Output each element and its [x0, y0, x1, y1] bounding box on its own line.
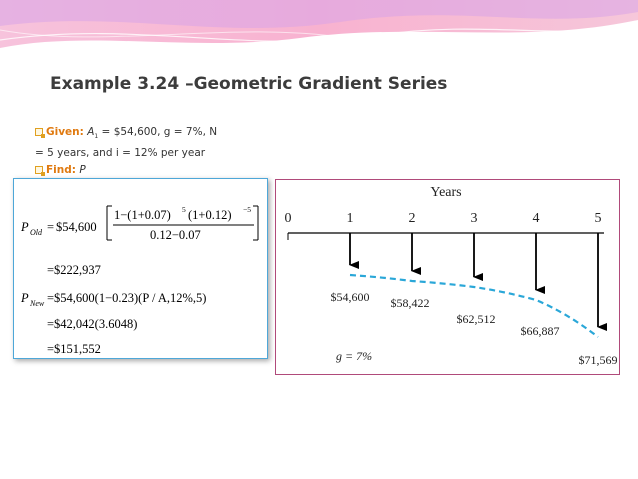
- slide-title: Example 3.24 –Geometric Gradient Series: [50, 74, 448, 94]
- numerator-exp-2: −5: [243, 205, 251, 214]
- coef: $54,600: [56, 220, 97, 234]
- result-line-old: =$222,937: [47, 263, 101, 277]
- find-value: P: [79, 164, 86, 177]
- year-label: 3: [471, 211, 478, 226]
- formula-svg: P Old = $54,600 1−(1+0.07) 5 (1+0.12) −5…: [20, 205, 259, 356]
- given-line-1: Given: A1 = $54,600, g = 7%, N: [35, 124, 275, 145]
- amount-label: $71,569: [579, 353, 618, 367]
- cash-flow-svg: Years 0 1 2 3 4 5 $54,600 $58,422 $62,512 $66,88…: [285, 185, 618, 367]
- eq-sign: =: [47, 220, 54, 234]
- p-new-label: P: [20, 291, 29, 305]
- amount-label: $54,600: [331, 290, 370, 304]
- gradient-curve: [349, 273, 599, 338]
- amount-label: $58,422: [391, 296, 430, 310]
- find-label: Find:: [46, 164, 76, 177]
- given-line-2: = 5 years, and i = 12% per year: [35, 147, 206, 160]
- numerator-exp-1: 5: [182, 205, 186, 214]
- find-line: Find: P: [35, 162, 275, 179]
- given-label: Given:: [46, 126, 84, 138]
- p-new-step: =$42,042(3.6048): [47, 317, 137, 331]
- cash-flow-diagram: Years 0 1 2 3 4 5 $54,600 $58,422 $62,512 $66,88…: [275, 179, 620, 375]
- checkbox-bullet-icon: [35, 166, 45, 177]
- numerator-part-1: 1−(1+0.07): [114, 208, 171, 222]
- checkbox-bullet-icon: [35, 128, 45, 138]
- p-old-label: P: [20, 220, 29, 234]
- axis-title: Years: [430, 185, 461, 200]
- year-label: 2: [409, 211, 416, 226]
- amount-label: $66,887: [521, 324, 560, 338]
- formula-box: P Old = $54,600 1−(1+0.07) 5 (1+0.12) −5…: [13, 178, 268, 359]
- denominator: 0.12−0.07: [150, 228, 201, 242]
- year-label: 0: [285, 211, 292, 226]
- p-new-sub: New: [29, 299, 45, 308]
- numerator-part-2: (1+0.12): [188, 208, 232, 222]
- p-new-expression: =$54,600(1−0.23)(P / A,12%,5): [47, 291, 206, 305]
- year-label: 1: [347, 211, 354, 226]
- given-find-list: Given: A1 = $54,600, g = 7%, N = 5 years…: [35, 124, 275, 179]
- p-new-result: =$151,552: [47, 342, 101, 356]
- p-old-sub: Old: [30, 228, 43, 237]
- decorative-banner: [0, 0, 638, 62]
- amount-label: $62,512: [457, 312, 496, 326]
- gradient-label: g = 7%: [336, 349, 372, 363]
- year-label: 5: [595, 211, 602, 226]
- year-label: 4: [533, 211, 540, 226]
- given-values: = $54,600, g = 7%, N: [98, 126, 218, 138]
